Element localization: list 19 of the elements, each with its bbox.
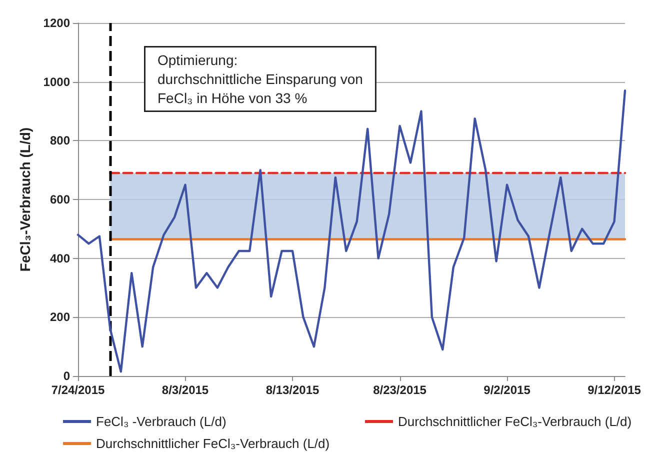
- y-tick-label: 400: [50, 251, 70, 266]
- y-tick-label: 1200: [43, 16, 70, 30]
- legend-label: Durchschnittlicher FeCl₃-Verbrauch (L/d): [398, 414, 632, 429]
- y-tick-label: 800: [50, 134, 70, 148]
- x-tick-label: 8/3/2015: [162, 383, 209, 397]
- y-tick-label: 600: [50, 192, 70, 206]
- x-tick-label: 7/24/2015: [51, 383, 106, 397]
- y-axis-title: FeCl₃-Verbrauch (L/d): [17, 127, 33, 272]
- legend-label: Durchschnittlicher FeCl₃-Verbrauch (L/d): [96, 436, 330, 451]
- x-tick-label: 9/12/2015: [588, 383, 642, 397]
- x-tick-label: 8/23/2015: [373, 383, 427, 397]
- annotation: Optimierung: durchschnittliche Einsparung von FeCl₃ in Höhe von 33 %: [158, 52, 363, 106]
- x-tick-label: 9/2/2015: [484, 383, 531, 397]
- y-tick-label: 200: [50, 310, 70, 324]
- legend-label: FeCl₃ -Verbrauch (L/d): [96, 414, 226, 429]
- x-tick-label: 8/13/2015: [266, 383, 320, 397]
- y-tick-label: 0: [63, 369, 70, 383]
- line-series: [76, 90, 626, 373]
- y-tick-label: 1000: [43, 74, 70, 89]
